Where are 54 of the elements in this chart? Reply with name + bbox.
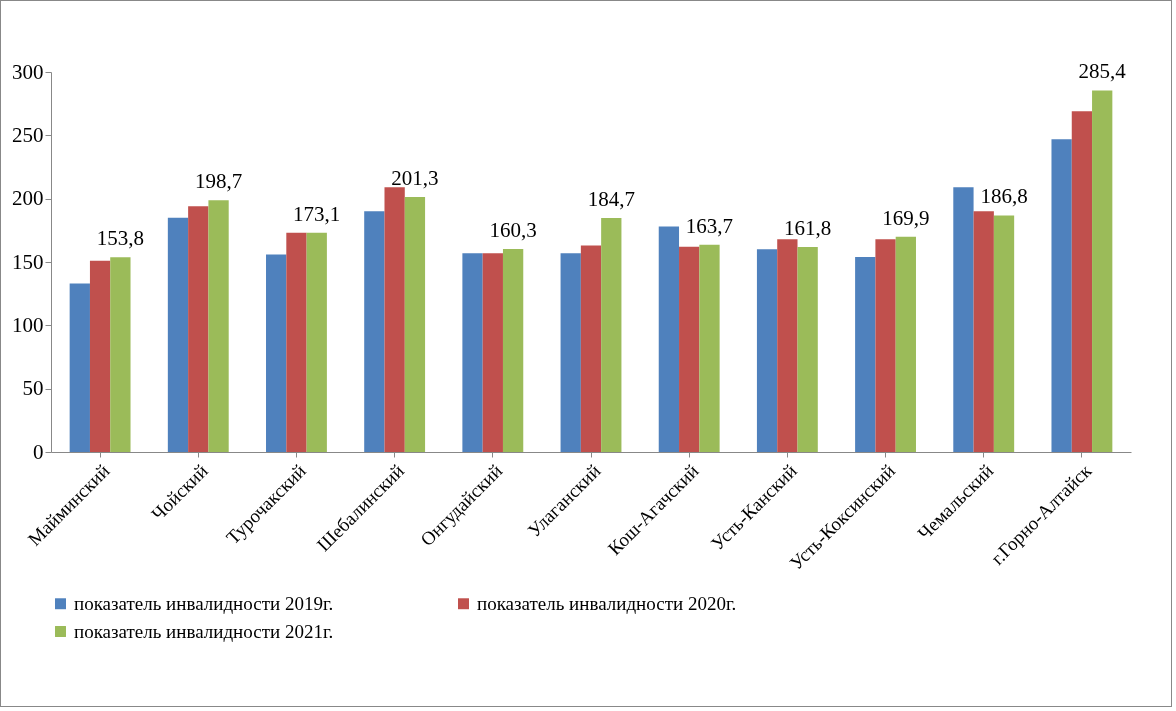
y-tick-label: 100 bbox=[12, 312, 44, 337]
data-label: 201,3 bbox=[391, 166, 439, 191]
bar bbox=[973, 211, 994, 452]
bar bbox=[167, 217, 189, 452]
data-label: 285,4 bbox=[1078, 59, 1127, 84]
bar bbox=[679, 246, 700, 452]
data-label: 198,7 bbox=[194, 169, 243, 194]
y-tick-label: 300 bbox=[12, 59, 44, 84]
data-label: 161,8 bbox=[784, 216, 832, 241]
bar bbox=[875, 239, 896, 452]
legend-label: показатель инвалидности 2021г. bbox=[74, 620, 334, 642]
bar bbox=[188, 206, 209, 452]
bar bbox=[306, 232, 327, 452]
bar bbox=[110, 257, 131, 452]
bar bbox=[855, 256, 876, 452]
bar bbox=[208, 200, 229, 452]
bar bbox=[462, 253, 483, 452]
bar bbox=[756, 249, 778, 452]
bar bbox=[699, 244, 720, 452]
legend-label: показатель инвалидности 2020г. bbox=[477, 592, 737, 614]
bar bbox=[266, 254, 287, 452]
bar bbox=[364, 211, 385, 452]
y-tick-label: 50 bbox=[22, 376, 44, 401]
bar bbox=[797, 247, 818, 452]
data-label: 153,8 bbox=[96, 226, 145, 251]
data-label: 186,8 bbox=[980, 184, 1028, 209]
data-label: 163,7 bbox=[685, 213, 734, 238]
y-tick-label: 0 bbox=[33, 439, 44, 464]
data-label: 173,1 bbox=[293, 201, 341, 226]
bar bbox=[1092, 90, 1113, 452]
data-label: 169,9 bbox=[882, 205, 930, 230]
bar bbox=[953, 187, 974, 452]
bar bbox=[384, 187, 405, 452]
bar bbox=[286, 232, 307, 452]
bar bbox=[601, 218, 622, 452]
bar bbox=[658, 226, 680, 452]
bar bbox=[89, 260, 111, 452]
y-tick-label: 200 bbox=[12, 186, 44, 211]
bar bbox=[69, 283, 90, 452]
data-label: 160,3 bbox=[489, 217, 537, 242]
bar bbox=[1071, 111, 1093, 452]
y-tick-label: 150 bbox=[12, 249, 44, 274]
bar bbox=[993, 215, 1015, 452]
bar bbox=[777, 239, 798, 452]
bar bbox=[1051, 139, 1072, 452]
bar bbox=[404, 197, 426, 452]
legend-label: показатель инвалидности 2019г. bbox=[74, 592, 334, 614]
bar bbox=[580, 245, 602, 452]
bar bbox=[895, 236, 916, 452]
bar bbox=[502, 248, 524, 452]
bar bbox=[482, 253, 503, 452]
data-label: 184,7 bbox=[587, 187, 635, 212]
bar bbox=[560, 253, 581, 452]
y-tick-label: 250 bbox=[12, 122, 44, 147]
